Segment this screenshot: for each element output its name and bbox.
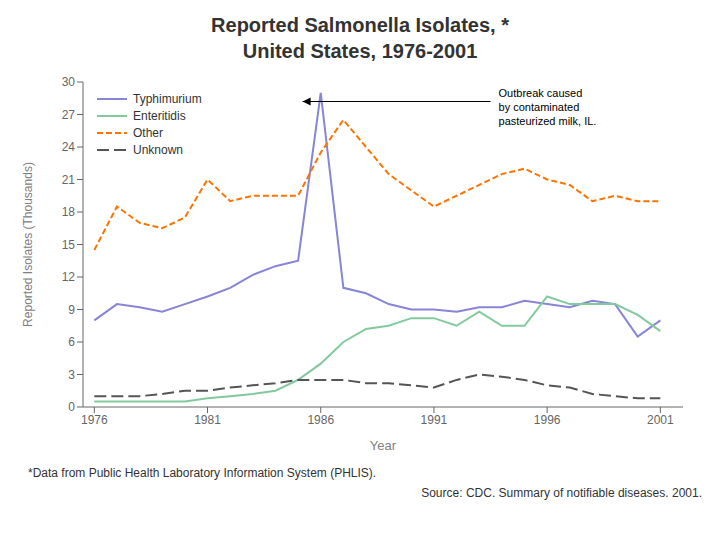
svg-text:1996: 1996 (534, 413, 561, 427)
svg-text:Reported Isolates (Thousands): Reported Isolates (Thousands) (21, 162, 35, 327)
html-text:Reported Salmonella Isolates,: Reported Salmonella Isolates, * United S… (211, 14, 509, 62)
svg-text:Outbreak causedby contaminated: Outbreak causedby contaminatedpasteurize… (499, 87, 597, 128)
svg-text:2001: 2001 (647, 413, 674, 427)
svg-text:3: 3 (68, 368, 75, 382)
svg-text:9: 9 (68, 303, 75, 317)
html-text:*Data from Public Health Labor: *Data from Public Health Laboratory Info… (28, 466, 377, 480)
html-text:Unknown: Unknown (133, 142, 183, 157)
svg-text:1976: 1976 (81, 413, 108, 427)
svg-text:18: 18 (62, 205, 76, 219)
svg-text:1986: 1986 (307, 413, 334, 427)
html-text:Source: CDC. Summary of notifi: Source: CDC. Summary of notifiable disea… (421, 486, 702, 500)
html-text:Typhimurium: Typhimurium (133, 91, 202, 106)
svg-text:24: 24 (62, 140, 76, 154)
svg-text:30: 30 (62, 75, 76, 89)
svg-text:12: 12 (62, 270, 76, 284)
svg-text:1991: 1991 (421, 413, 448, 427)
svg-text:1981: 1981 (194, 413, 221, 427)
html-text:Other: Other (133, 125, 163, 140)
svg-text:21: 21 (62, 173, 76, 187)
svg-text:Year: Year (370, 438, 397, 453)
svg-text:6: 6 (68, 335, 75, 349)
html-text:Enteritidis: Enteritidis (133, 108, 186, 123)
svg-text:0: 0 (68, 400, 75, 414)
svg-text:15: 15 (62, 238, 76, 252)
svg-text:27: 27 (62, 108, 76, 122)
